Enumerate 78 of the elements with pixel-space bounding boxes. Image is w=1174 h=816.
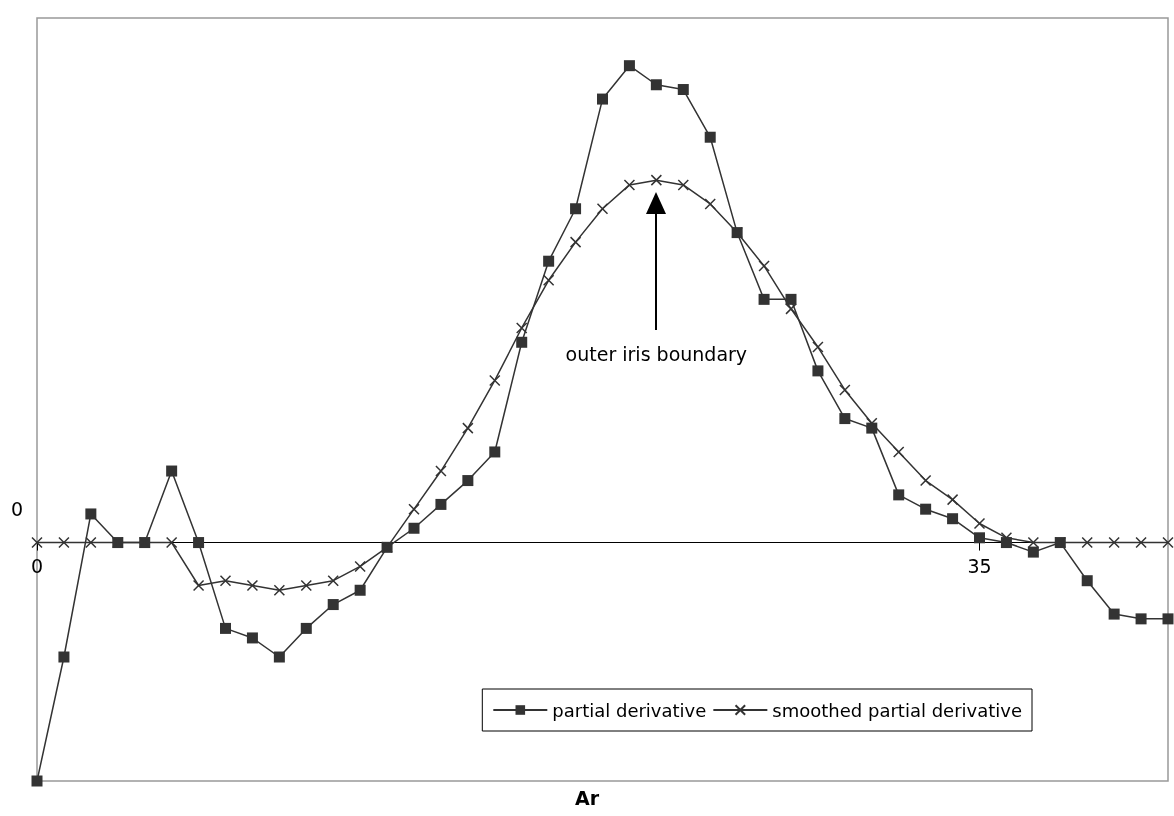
point <box>946 493 959 506</box>
x-axis-title: Ar <box>574 786 600 809</box>
point <box>866 417 878 430</box>
point <box>569 236 582 248</box>
point <box>462 422 474 434</box>
point <box>489 374 501 387</box>
point <box>623 179 636 191</box>
annotation: outer iris boundary <box>565 342 748 365</box>
point <box>354 560 366 573</box>
point <box>596 203 609 215</box>
point <box>515 322 528 334</box>
point <box>354 584 366 596</box>
point <box>220 622 231 634</box>
point <box>892 446 905 458</box>
point <box>1027 536 1040 549</box>
point <box>58 651 70 663</box>
point <box>85 508 97 520</box>
point <box>85 536 97 549</box>
point <box>623 60 635 72</box>
point <box>785 293 797 305</box>
point <box>919 474 932 487</box>
point <box>973 517 986 530</box>
point <box>812 341 824 353</box>
legend-label: smoothed partial derivative <box>772 699 1023 721</box>
point <box>812 365 824 377</box>
point <box>327 599 339 611</box>
point <box>31 775 43 787</box>
point <box>193 537 205 549</box>
point <box>839 384 851 396</box>
point <box>1108 608 1120 620</box>
legend-label: partial derivative <box>552 699 707 721</box>
point <box>597 93 608 105</box>
point <box>435 465 447 477</box>
point <box>300 622 312 634</box>
point <box>677 84 689 96</box>
point <box>704 198 716 210</box>
point <box>219 574 232 587</box>
text: 0 <box>10 497 24 520</box>
point <box>758 260 770 272</box>
point <box>677 179 690 191</box>
point <box>1135 613 1147 625</box>
point <box>785 303 797 315</box>
point <box>542 274 555 287</box>
x-tick-label: 35 <box>967 555 992 578</box>
point <box>758 293 770 305</box>
point <box>408 522 420 534</box>
point <box>273 651 285 663</box>
point <box>435 498 447 510</box>
point <box>273 584 286 596</box>
point <box>1135 536 1147 549</box>
point <box>165 536 178 549</box>
point <box>192 579 205 592</box>
point <box>462 475 474 487</box>
point <box>516 336 528 348</box>
point <box>920 503 932 515</box>
point <box>650 174 663 186</box>
point <box>839 413 851 425</box>
point <box>650 79 662 91</box>
point <box>704 131 716 143</box>
point <box>1027 546 1039 558</box>
point <box>543 255 555 267</box>
point <box>1081 575 1093 587</box>
point <box>947 513 959 525</box>
point <box>408 503 420 515</box>
point <box>1162 613 1174 625</box>
point <box>1081 536 1093 549</box>
point <box>166 465 178 477</box>
point <box>327 574 339 587</box>
point <box>1162 536 1174 549</box>
point <box>58 536 70 549</box>
point <box>893 489 905 501</box>
point <box>300 579 313 592</box>
point <box>1108 536 1120 549</box>
point <box>570 203 582 215</box>
point <box>246 579 259 592</box>
point <box>489 446 501 458</box>
point <box>246 632 258 644</box>
point <box>974 532 985 544</box>
